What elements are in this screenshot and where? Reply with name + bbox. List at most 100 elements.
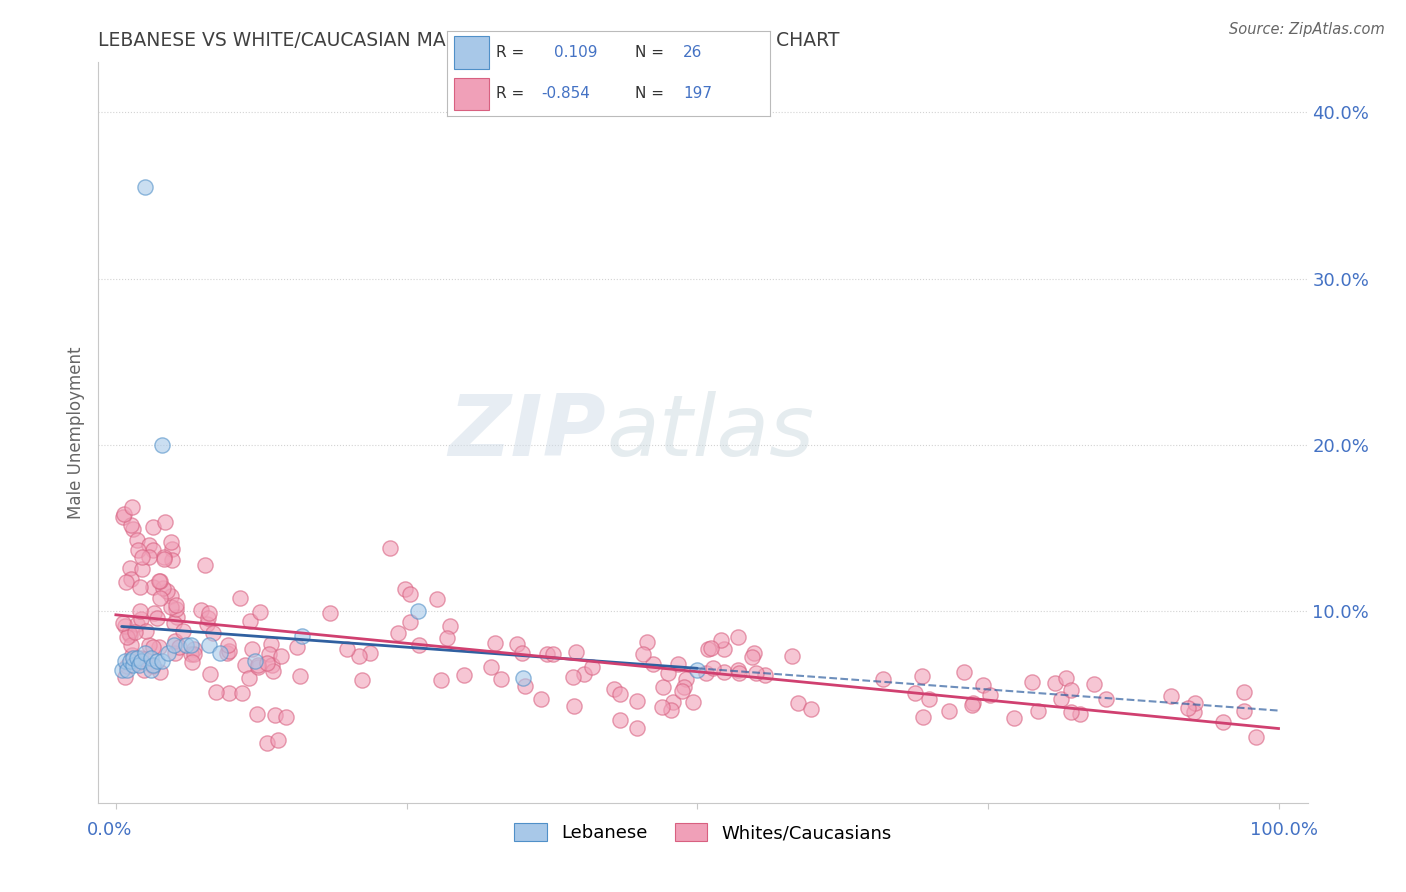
Point (651, 681, 673, 695)
Point (117, 663, 139, 677)
Point (246, 657, 269, 672)
Point (142, 542, 165, 557)
Point (167, 640, 190, 655)
Point (512, 671, 534, 685)
Point (163, 616, 186, 631)
Point (1054, 671, 1077, 685)
Point (198, 666, 221, 681)
Point (122, 657, 145, 672)
Point (134, 652, 156, 666)
Point (131, 654, 153, 668)
Point (710, 632, 733, 647)
Point (439, 619, 461, 633)
Point (1095, 691, 1118, 706)
Point (163, 638, 186, 652)
Point (128, 657, 150, 672)
Point (262, 665, 284, 679)
Point (165, 633, 187, 648)
Point (911, 669, 934, 683)
Point (1233, 704, 1256, 718)
Point (246, 660, 269, 674)
Point (727, 663, 749, 677)
Point (1043, 676, 1066, 690)
Text: 100.0%: 100.0% (1250, 822, 1319, 839)
Point (453, 668, 475, 682)
Point (240, 642, 263, 657)
Point (180, 638, 202, 652)
Point (172, 624, 194, 639)
Text: ZIP: ZIP (449, 391, 606, 475)
Point (249, 605, 271, 619)
Point (135, 624, 157, 639)
Point (979, 688, 1001, 702)
Point (142, 640, 165, 654)
Point (291, 629, 314, 643)
Point (145, 654, 167, 668)
Text: 0.0%: 0.0% (87, 822, 132, 839)
Point (387, 626, 409, 640)
Point (146, 611, 169, 625)
Point (1244, 730, 1267, 744)
Point (156, 584, 179, 599)
Point (1160, 690, 1182, 704)
Point (138, 537, 160, 551)
Point (148, 574, 170, 588)
Point (142, 657, 165, 672)
Point (713, 641, 735, 656)
Point (118, 654, 141, 668)
Point (115, 658, 138, 673)
Point (139, 663, 162, 677)
Point (166, 601, 188, 615)
Point (166, 610, 188, 624)
Point (229, 591, 252, 606)
Text: N =: N = (634, 45, 664, 60)
Point (198, 638, 221, 652)
Point (436, 631, 458, 645)
Point (408, 638, 430, 652)
Point (609, 687, 631, 701)
Point (183, 647, 205, 661)
Point (962, 698, 984, 712)
Point (160, 535, 183, 549)
Point (217, 638, 239, 652)
Point (288, 669, 311, 683)
Point (1212, 714, 1234, 729)
Point (562, 670, 585, 684)
Point (194, 558, 217, 572)
Point (218, 686, 240, 700)
Point (218, 644, 240, 658)
Point (120, 638, 142, 652)
Point (972, 678, 994, 692)
Point (118, 628, 141, 642)
Point (111, 615, 134, 630)
Point (1083, 677, 1105, 691)
Point (183, 642, 205, 657)
Text: -0.854: -0.854 (541, 87, 589, 102)
Point (682, 695, 704, 709)
Point (529, 692, 551, 706)
Point (484, 635, 506, 649)
Point (150, 438, 173, 452)
Point (562, 698, 585, 713)
Point (671, 684, 693, 698)
Y-axis label: Male Unemployment: Male Unemployment (67, 346, 86, 519)
Point (152, 581, 174, 595)
Point (160, 553, 183, 567)
Point (174, 638, 197, 652)
Point (181, 655, 204, 669)
Point (489, 672, 512, 686)
Point (131, 549, 153, 564)
Point (319, 606, 342, 620)
Point (163, 646, 186, 660)
Point (394, 582, 416, 596)
Point (952, 665, 974, 679)
Point (121, 500, 143, 515)
Point (201, 626, 224, 640)
Point (780, 649, 803, 664)
Point (398, 615, 420, 629)
Point (378, 541, 401, 556)
Text: R =: R = (496, 45, 524, 60)
Point (267, 733, 290, 747)
Point (1069, 706, 1091, 721)
Point (256, 657, 278, 671)
